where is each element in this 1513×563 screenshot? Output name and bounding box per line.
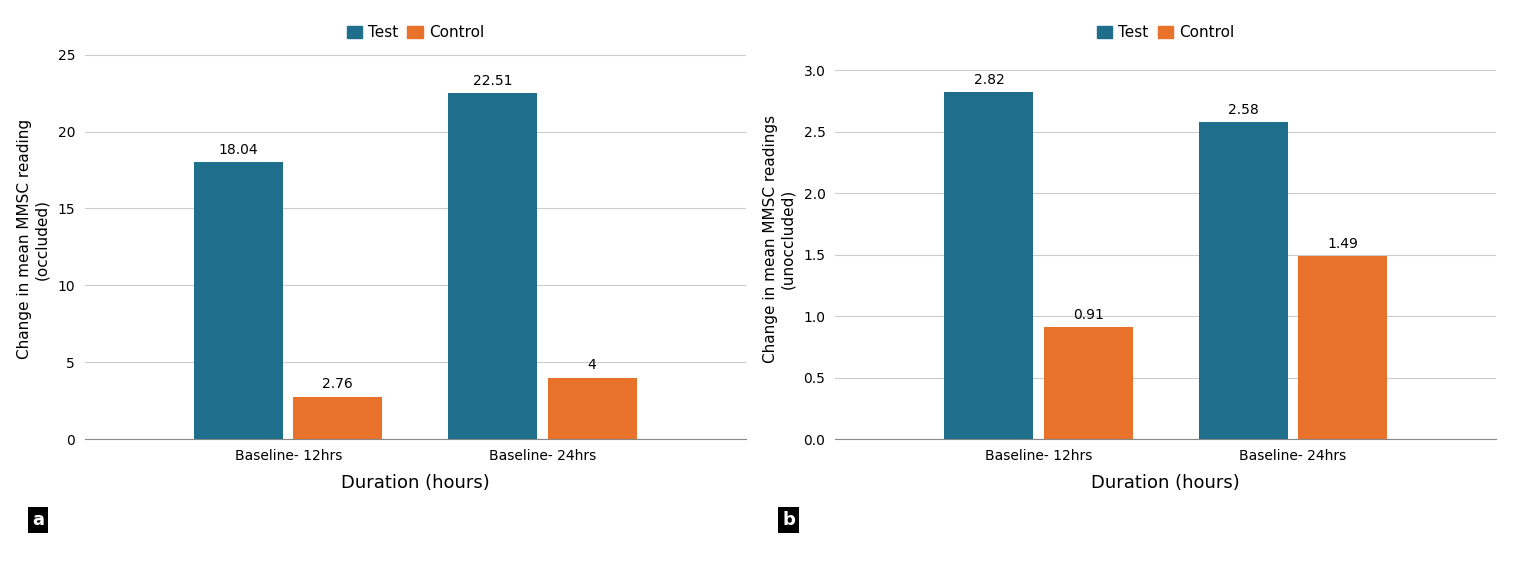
Text: 2.82: 2.82 xyxy=(973,73,1005,87)
Bar xyxy=(944,92,1033,439)
Y-axis label: Change in mean MMSC readings
(unoccluded): Change in mean MMSC readings (unoccluded… xyxy=(763,115,794,363)
Bar xyxy=(548,378,637,439)
Bar xyxy=(1298,256,1387,439)
Y-axis label: Change in mean MMSC reading
(occluded): Change in mean MMSC reading (occluded) xyxy=(17,119,48,359)
Bar xyxy=(1198,122,1288,439)
Legend: Test, Control: Test, Control xyxy=(340,19,490,46)
Text: 2.76: 2.76 xyxy=(322,377,353,391)
X-axis label: Duration (hours): Duration (hours) xyxy=(340,474,490,492)
Legend: Test, Control: Test, Control xyxy=(1091,19,1241,46)
Text: 2.58: 2.58 xyxy=(1229,102,1259,117)
Text: 1.49: 1.49 xyxy=(1327,236,1357,251)
Text: 4: 4 xyxy=(587,359,596,372)
Bar xyxy=(448,93,537,439)
Bar xyxy=(194,162,283,439)
X-axis label: Duration (hours): Duration (hours) xyxy=(1091,474,1241,492)
Text: 22.51: 22.51 xyxy=(474,74,513,88)
Text: 18.04: 18.04 xyxy=(219,142,259,157)
Bar xyxy=(1044,327,1133,439)
Bar xyxy=(294,396,383,439)
Text: a: a xyxy=(32,511,44,529)
Text: 0.91: 0.91 xyxy=(1073,308,1103,322)
Text: b: b xyxy=(782,511,794,529)
